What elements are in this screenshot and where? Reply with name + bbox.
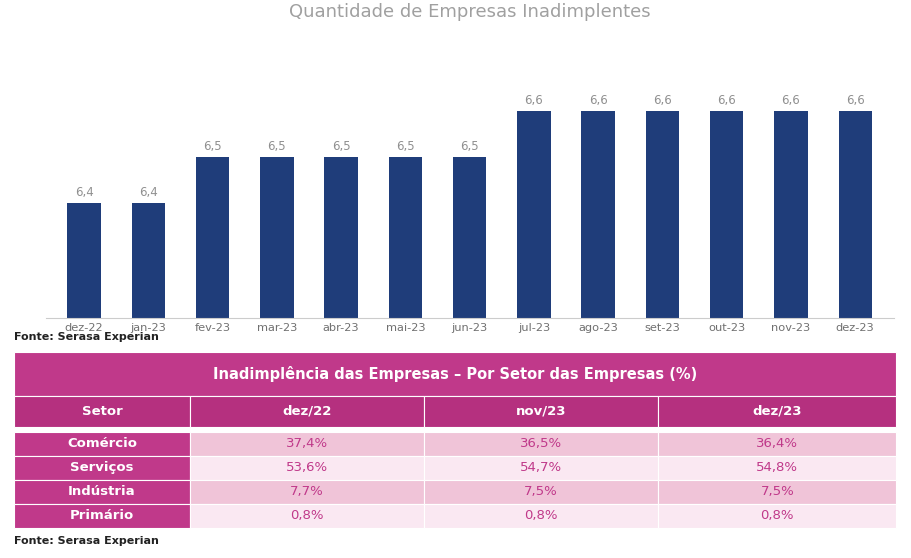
Bar: [260, 157, 293, 558]
Bar: [581, 111, 614, 558]
Text: Indústria: Indústria: [68, 485, 136, 498]
Text: 36,4%: 36,4%: [755, 437, 797, 450]
Text: 6,5: 6,5: [332, 140, 350, 153]
Text: 0,8%: 0,8%: [290, 509, 323, 522]
Text: 54,8%: 54,8%: [755, 461, 797, 474]
Title: Quantidade de Empresas Inadimplentes: Quantidade de Empresas Inadimplentes: [289, 3, 650, 21]
FancyBboxPatch shape: [424, 432, 658, 456]
Text: Fonte: Serasa Experian: Fonte: Serasa Experian: [14, 536, 159, 546]
FancyBboxPatch shape: [424, 396, 658, 427]
Text: 6,4: 6,4: [138, 186, 158, 199]
Text: 6,6: 6,6: [717, 94, 735, 107]
FancyBboxPatch shape: [190, 432, 424, 456]
FancyBboxPatch shape: [190, 504, 424, 528]
Text: 37,4%: 37,4%: [286, 437, 328, 450]
Bar: [196, 157, 230, 558]
Bar: [710, 111, 742, 558]
Text: Serviços: Serviços: [70, 461, 134, 474]
Text: 6,4: 6,4: [75, 186, 94, 199]
Text: 6,5: 6,5: [267, 140, 286, 153]
FancyBboxPatch shape: [424, 480, 658, 504]
Bar: [837, 111, 871, 558]
Bar: [773, 111, 807, 558]
Bar: [453, 157, 486, 558]
Text: Setor: Setor: [81, 405, 122, 418]
Bar: [388, 157, 422, 558]
Text: 36,5%: 36,5%: [519, 437, 561, 450]
FancyBboxPatch shape: [190, 480, 424, 504]
Text: 6,5: 6,5: [395, 140, 415, 153]
FancyBboxPatch shape: [658, 396, 896, 427]
FancyBboxPatch shape: [658, 432, 896, 456]
Text: 6,6: 6,6: [652, 94, 671, 107]
Text: 7,7%: 7,7%: [290, 485, 323, 498]
Bar: [517, 111, 550, 558]
FancyBboxPatch shape: [190, 456, 424, 480]
FancyBboxPatch shape: [190, 396, 424, 427]
FancyBboxPatch shape: [424, 504, 658, 528]
Text: 6,6: 6,6: [524, 94, 543, 107]
FancyBboxPatch shape: [14, 480, 190, 504]
Text: 6,6: 6,6: [589, 94, 607, 107]
Text: nov/23: nov/23: [516, 405, 566, 418]
FancyBboxPatch shape: [424, 456, 658, 480]
Text: 54,7%: 54,7%: [519, 461, 561, 474]
Text: 6,5: 6,5: [460, 140, 478, 153]
FancyBboxPatch shape: [14, 353, 896, 396]
FancyBboxPatch shape: [14, 504, 190, 528]
Text: Comércio: Comércio: [67, 437, 137, 450]
Text: dez/23: dez/23: [752, 405, 801, 418]
Bar: [131, 203, 165, 558]
Text: Inadimplência das Empresas – Por Setor das Empresas (%): Inadimplência das Empresas – Por Setor d…: [213, 366, 696, 382]
FancyBboxPatch shape: [658, 456, 896, 480]
Text: Fonte: Serasa Experian: Fonte: Serasa Experian: [14, 332, 159, 342]
FancyBboxPatch shape: [14, 456, 190, 480]
Text: dez/22: dez/22: [282, 405, 332, 418]
Text: 6,6: 6,6: [844, 94, 864, 107]
Text: 0,8%: 0,8%: [524, 509, 558, 522]
Text: Primário: Primário: [70, 509, 134, 522]
FancyBboxPatch shape: [658, 480, 896, 504]
Text: 7,5%: 7,5%: [760, 485, 793, 498]
FancyBboxPatch shape: [658, 504, 896, 528]
Text: 0,8%: 0,8%: [760, 509, 793, 522]
Text: 7,5%: 7,5%: [524, 485, 558, 498]
Text: 6,6: 6,6: [781, 94, 800, 107]
Bar: [324, 157, 357, 558]
FancyBboxPatch shape: [14, 432, 190, 456]
FancyBboxPatch shape: [14, 396, 190, 427]
Text: 53,6%: 53,6%: [286, 461, 328, 474]
Bar: [645, 111, 679, 558]
Text: 6,5: 6,5: [203, 140, 221, 153]
Bar: [67, 203, 101, 558]
